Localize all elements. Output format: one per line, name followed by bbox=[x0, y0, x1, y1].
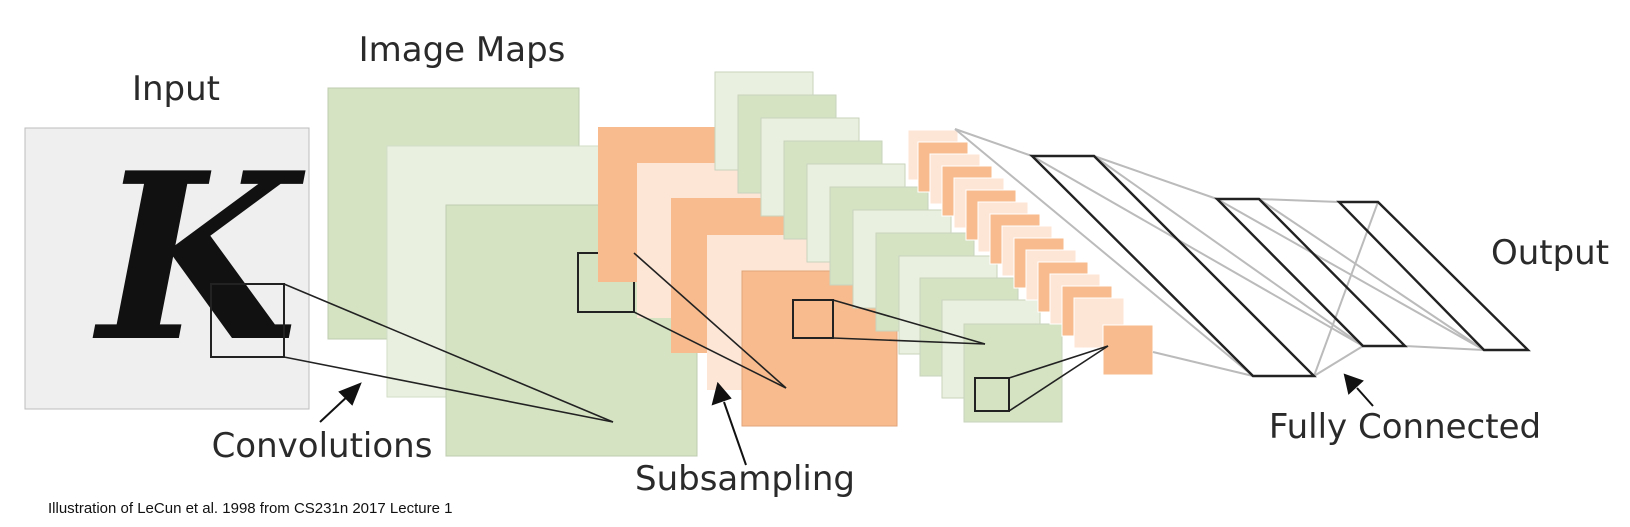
fc-connector bbox=[1093, 155, 1218, 200]
fully-connected-arrow bbox=[1343, 373, 1374, 407]
image-maps-label: Image Maps bbox=[359, 30, 566, 70]
subsampling-label: Subsampling bbox=[635, 459, 855, 499]
output-label: Output bbox=[1491, 233, 1609, 273]
projection-line bbox=[832, 337, 986, 345]
fc-layer-2 bbox=[1214, 197, 1408, 348]
annotation-arrows bbox=[319, 373, 1374, 466]
fc-connector bbox=[1031, 155, 1364, 347]
projection-line bbox=[283, 283, 614, 423]
fc-connector bbox=[1258, 198, 1340, 203]
c3-receptive-field bbox=[974, 377, 1010, 412]
fc-connector bbox=[1093, 155, 1364, 347]
projection-line bbox=[633, 311, 787, 389]
fully-connected-label: Fully Connected bbox=[1269, 407, 1541, 447]
convolutions-label: Convolutions bbox=[212, 426, 433, 466]
fc-connectors bbox=[954, 128, 1485, 377]
s4-map-16 bbox=[1102, 324, 1154, 376]
figure-caption: Illustration of LeCun et al. 1998 from C… bbox=[48, 500, 453, 517]
s2-receptive-field bbox=[792, 299, 834, 339]
fc-connector bbox=[954, 128, 1033, 157]
fc-connector bbox=[1404, 345, 1485, 351]
projection-lines bbox=[283, 252, 1109, 423]
projection-line bbox=[832, 299, 986, 345]
c3-map-12 bbox=[963, 323, 1063, 423]
input-image bbox=[24, 127, 310, 410]
fc-connector bbox=[1258, 198, 1485, 351]
fc-connector bbox=[1313, 345, 1364, 377]
fc-connector bbox=[954, 128, 1254, 377]
projection-line bbox=[633, 252, 787, 389]
input-label: Input bbox=[132, 69, 220, 109]
input-panel: K Input bbox=[24, 69, 310, 410]
projection-line bbox=[283, 356, 614, 423]
fc-connector bbox=[1152, 351, 1254, 377]
s4-feature-maps bbox=[907, 129, 1154, 376]
fc-connector bbox=[1313, 201, 1379, 377]
fc-layer-1 bbox=[1029, 154, 1317, 378]
convolutions-arrow bbox=[319, 382, 362, 423]
projection-line bbox=[1008, 345, 1109, 412]
input-glyph: K bbox=[92, 123, 306, 393]
c3-feature-maps bbox=[714, 71, 1063, 423]
fully-connected-layers bbox=[954, 128, 1531, 378]
fc-layer-output bbox=[1336, 200, 1531, 352]
projection-line bbox=[1008, 345, 1109, 379]
fc-layers bbox=[1029, 154, 1531, 378]
s2-feature-maps bbox=[598, 127, 898, 427]
subsampling-arrow bbox=[711, 381, 747, 466]
input-receptive-field bbox=[210, 283, 285, 358]
